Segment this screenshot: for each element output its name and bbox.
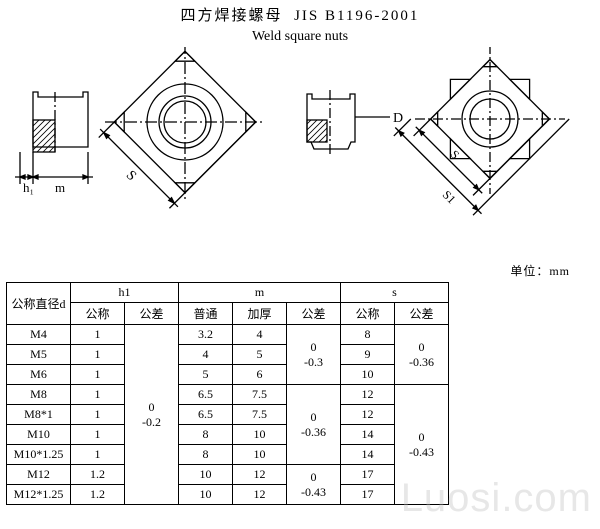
m-tol-1: 0 -0.3 [287,325,341,385]
table-row: M10*1.25 1 8 10 14 [7,445,449,465]
table-row: M10 1 8 10 14 [7,425,449,445]
unit-label: 单位：mm [510,262,570,279]
th-thick: 加厚 [233,303,287,325]
th-tol: 公差 [395,303,449,325]
title-std: JIS B1196-2001 [294,8,419,24]
s-tol-1: 0 -0.36 [395,325,449,385]
th-norm: 普通 [179,303,233,325]
th-tol: 公差 [287,303,341,325]
s-tol-2: 0 -0.43 [395,385,449,505]
m-tol-3: 0 -0.43 [287,465,341,505]
svg-text:S1: S1 [440,187,459,206]
table-row: M8 1 6.5 7.5 0 -0.36 12 0 -0.43 [7,385,449,405]
th-tol: 公差 [125,303,179,325]
th-nom: 公称 [71,303,125,325]
title-cn: 四方焊接螺母 [181,8,283,24]
svg-text:S: S [123,168,139,184]
h1-tol: 0 -0.2 [125,325,179,505]
th-d: 公称直径d [7,283,71,325]
technical-drawing: h₁ m S [0,47,600,257]
table-row: M6 1 5 6 10 [7,365,449,385]
table-row: M4 1 0 -0.2 3.2 4 0 -0.3 8 0 -0.36 [7,325,449,345]
diagram-area: h₁ m S [0,47,600,247]
table-row: M8*1 1 6.5 7.5 12 [7,405,449,425]
title-en: Weld square nuts [0,27,600,47]
m-tol-2: 0 -0.36 [287,385,341,465]
th-h1: h1 [71,283,179,303]
th-nom: 公称 [341,303,395,325]
svg-text:D: D [393,111,403,126]
table-row: M12*1.25 1.2 10 12 17 [7,485,449,505]
table-row: M5 1 4 5 9 [7,345,449,365]
th-s: s [341,283,449,303]
svg-text:h₁: h₁ [23,180,34,195]
spec-table: 公称直径d h1 m s 公称 公差 普通 加厚 公差 公称 公差 M4 1 0… [6,282,449,505]
table-row: M12 1.2 10 12 0 -0.43 17 [7,465,449,485]
svg-text:m: m [55,180,65,195]
title-block: 四方焊接螺母 JIS B1196-2001 Weld square nuts [0,0,600,47]
th-m: m [179,283,341,303]
